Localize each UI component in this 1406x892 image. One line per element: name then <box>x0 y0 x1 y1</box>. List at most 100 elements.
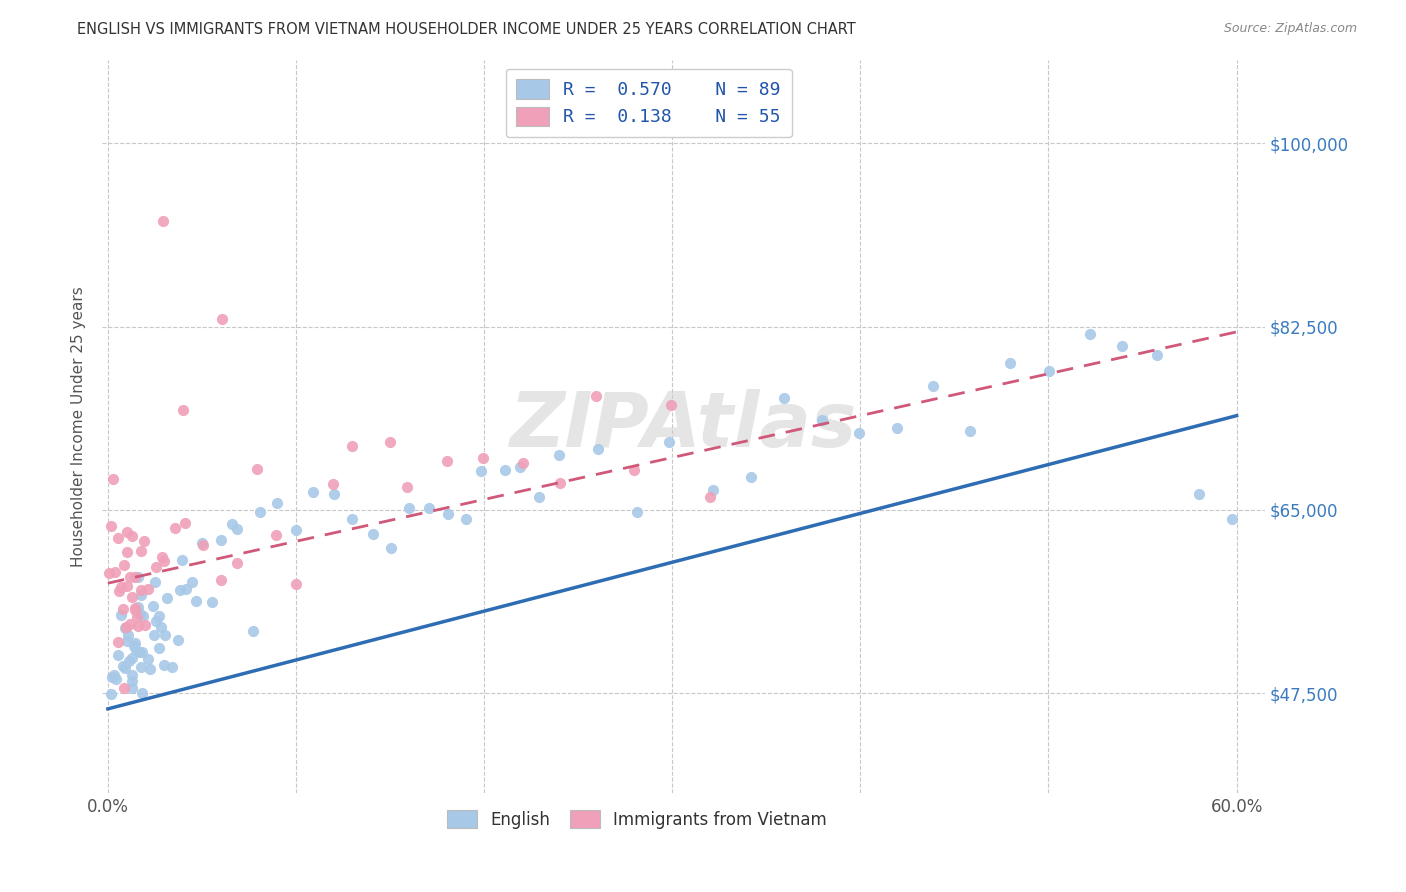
Point <box>922 378 945 392</box>
Point <box>773 392 796 406</box>
Text: Source: ZipAtlas.com: Source: ZipAtlas.com <box>1223 22 1357 36</box>
Point <box>285 576 308 591</box>
Point <box>586 442 609 457</box>
Point <box>128 645 150 659</box>
Point <box>115 525 138 540</box>
Point <box>115 620 138 634</box>
Point <box>124 603 146 617</box>
Point <box>136 651 159 665</box>
Point <box>361 527 384 541</box>
Point <box>150 550 173 565</box>
Point <box>226 556 249 570</box>
Point <box>1188 487 1211 501</box>
Point <box>148 608 170 623</box>
Point <box>145 560 167 574</box>
Point <box>152 213 174 227</box>
Point <box>103 667 125 681</box>
Point <box>512 456 534 470</box>
Point <box>398 501 420 516</box>
Point <box>191 536 214 550</box>
Point <box>740 470 762 484</box>
Point <box>494 463 516 477</box>
Point <box>340 512 363 526</box>
Point <box>129 544 152 558</box>
Point <box>1000 356 1022 370</box>
Point <box>121 681 143 695</box>
Point <box>136 582 159 597</box>
Point <box>131 685 153 699</box>
Point <box>266 527 288 541</box>
Point <box>100 687 122 701</box>
Point <box>172 553 194 567</box>
Point <box>246 462 269 476</box>
Point <box>454 511 477 525</box>
Point <box>209 533 232 548</box>
Point <box>418 500 440 515</box>
Point <box>1220 512 1243 526</box>
Point <box>472 451 495 466</box>
Point <box>848 425 870 440</box>
Point <box>659 398 682 412</box>
Point <box>121 529 143 543</box>
Point <box>266 496 288 510</box>
Point <box>101 472 124 486</box>
Point <box>101 670 124 684</box>
Point <box>167 633 190 648</box>
Point <box>143 627 166 641</box>
Point <box>124 570 146 584</box>
Point <box>811 412 834 426</box>
Point <box>226 522 249 536</box>
Point <box>169 583 191 598</box>
Point <box>153 657 176 672</box>
Point <box>118 617 141 632</box>
Point <box>221 516 243 531</box>
Point <box>470 464 492 478</box>
Point <box>1078 326 1101 341</box>
Point <box>128 607 150 621</box>
Point <box>121 650 143 665</box>
Point <box>121 590 143 604</box>
Point <box>112 558 135 572</box>
Point <box>156 591 179 605</box>
Point <box>436 507 458 521</box>
Point <box>124 601 146 615</box>
Point <box>121 673 143 688</box>
Point <box>172 403 194 417</box>
Point <box>160 659 183 673</box>
Point <box>242 624 264 638</box>
Point <box>127 610 149 624</box>
Point <box>378 434 401 449</box>
Legend: English, Immigrants from Vietnam: English, Immigrants from Vietnam <box>440 804 834 836</box>
Point <box>322 487 344 501</box>
Point <box>209 573 232 587</box>
Point <box>127 619 149 633</box>
Point <box>322 476 344 491</box>
Text: ZIPAtlas: ZIPAtlas <box>510 389 858 463</box>
Point <box>104 672 127 686</box>
Point <box>129 588 152 602</box>
Point <box>131 645 153 659</box>
Point <box>139 662 162 676</box>
Point <box>153 627 176 641</box>
Point <box>128 607 150 621</box>
Point <box>150 620 173 634</box>
Point <box>100 519 122 533</box>
Point <box>111 659 134 673</box>
Point <box>134 533 156 548</box>
Point <box>1038 364 1060 378</box>
Point <box>132 608 155 623</box>
Point <box>129 583 152 598</box>
Point <box>125 643 148 657</box>
Point <box>127 599 149 614</box>
Point <box>122 639 145 653</box>
Point <box>142 599 165 614</box>
Point <box>107 634 129 648</box>
Point <box>201 595 224 609</box>
Point <box>112 681 135 696</box>
Point <box>548 448 571 462</box>
Point <box>118 570 141 584</box>
Point <box>104 565 127 579</box>
Point <box>702 483 724 497</box>
Point <box>108 584 131 599</box>
Point <box>623 463 645 477</box>
